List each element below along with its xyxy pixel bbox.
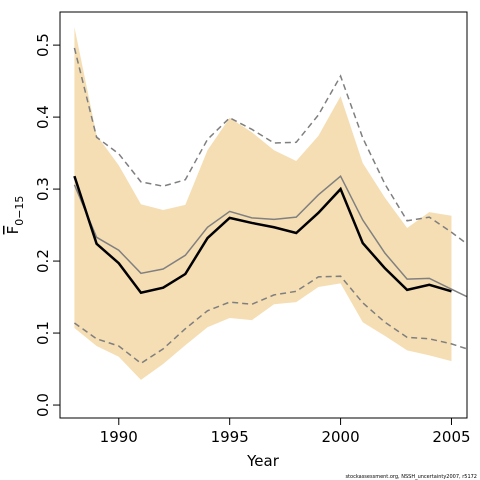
y-axis-title: F0−15 (4, 196, 26, 235)
confidence-band (74, 27, 452, 380)
series-line (73, 174, 467, 298)
x-tick-label: 1995 (211, 428, 249, 446)
plot-area (73, 27, 467, 380)
y-tick-label: 0.5 (34, 33, 52, 57)
x-axis-title: Year (246, 452, 280, 470)
x-tick-label: 1990 (100, 428, 138, 446)
footnote: stockassessment.org, NSSH_uncertainty200… (345, 474, 477, 480)
y-tick-label: 0.4 (34, 105, 52, 129)
series-line (73, 275, 467, 365)
plot-frame (59, 11, 468, 419)
y-tick-label: 0.1 (34, 321, 52, 345)
y-tick-label: 0.3 (34, 177, 52, 201)
y-axis-subscript: 0−15 (13, 196, 26, 226)
series-line (73, 175, 452, 295)
y-tick-label: 0.0 (34, 393, 52, 417)
x-tick-label: 2005 (432, 428, 470, 446)
series-line (73, 47, 467, 245)
y-tick-label: 0.2 (34, 249, 52, 273)
x-tick-label: 2000 (321, 428, 359, 446)
y-axis-symbol: F (4, 226, 22, 235)
